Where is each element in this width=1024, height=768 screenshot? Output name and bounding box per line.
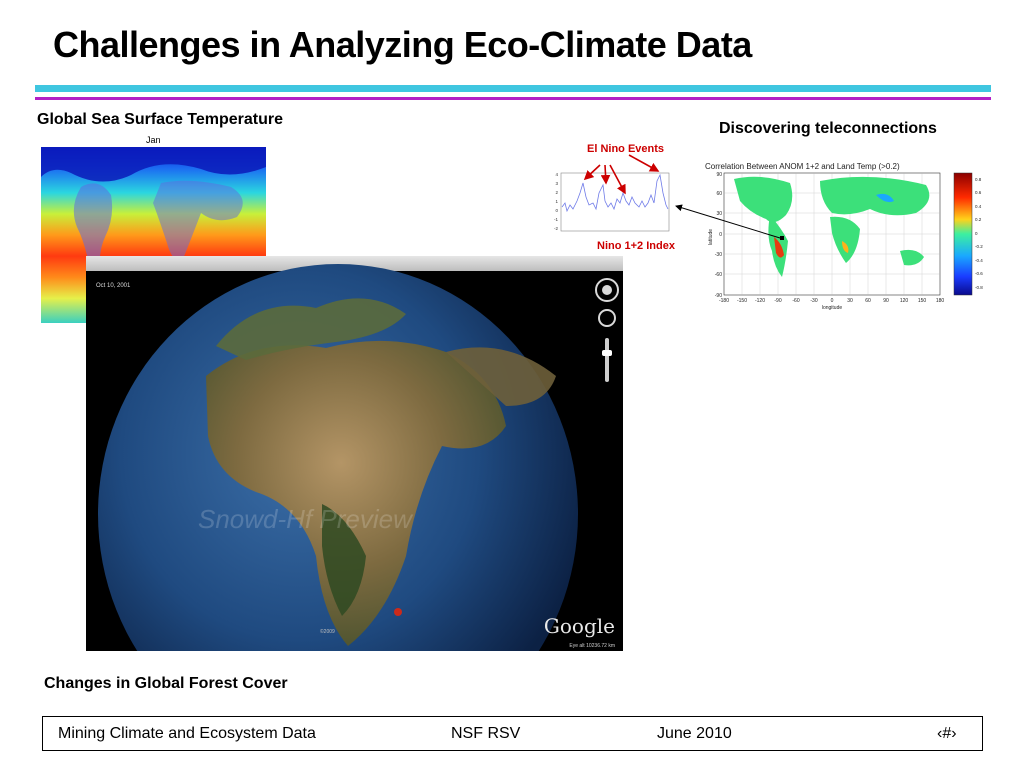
colorbar-tick: -0.8 — [975, 285, 983, 290]
earth-copyright: ©2009 — [320, 629, 335, 635]
nino-ytick: 0 — [555, 208, 558, 213]
colorbar-tick: -0.2 — [975, 244, 983, 249]
sst-month-label: Jan — [146, 135, 161, 145]
corr-ylabel: latitude — [708, 229, 714, 245]
corr-xtick: -60 — [792, 298, 799, 304]
footer-title: Mining Climate and Ecosystem Data — [58, 725, 316, 742]
footer-page-number: ‹#› — [937, 725, 957, 742]
corr-ytick: 60 — [716, 191, 722, 197]
earth-watermark: Snowd-Hf Preview — [198, 504, 412, 534]
nino-plot-title: El Nino Events — [587, 143, 665, 155]
teleconnection-arrow — [675, 204, 781, 239]
corr-ytick: 90 — [716, 172, 722, 178]
nino-ytick: -1 — [554, 217, 558, 222]
colorbar-tick: 0.6 — [975, 190, 982, 195]
earth-date: Oct 10, 2001 — [96, 283, 131, 289]
corr-ytick: -90 — [715, 293, 722, 299]
corr-ytick: -60 — [715, 272, 722, 278]
corr-xtick: 0 — [831, 298, 834, 304]
footer-org: NSF RSV — [451, 725, 521, 742]
corr-xtick: -120 — [755, 298, 765, 304]
corr-xlabel: longitude — [822, 305, 843, 311]
earth-toolbar — [86, 256, 623, 271]
colorbar-tick: 0.2 — [975, 217, 982, 222]
corr-xtick: 150 — [918, 298, 927, 304]
google-logo: Google — [543, 614, 615, 638]
nino-ytick: 2 — [555, 190, 558, 195]
corr-ytick: 0 — [719, 232, 722, 238]
sst-label: Global Sea Surface Temperature — [37, 111, 284, 128]
slide-title: Challenges in Analyzing Eco-Climate Data — [53, 24, 752, 65]
corr-xtick: 60 — [865, 298, 871, 304]
nino-ytick: -2 — [554, 226, 558, 231]
forest-cover-label: Changes in Global Forest Cover — [44, 675, 288, 692]
corr-ytick: 30 — [716, 211, 722, 217]
corr-xtick: 30 — [847, 298, 853, 304]
nino-ytick: 4 — [555, 172, 558, 177]
nino-ytick: 3 — [555, 181, 558, 186]
title-rule-cyan — [35, 85, 991, 92]
colorbar-tick: 0.4 — [975, 204, 982, 209]
corr-xtick: -150 — [737, 298, 747, 304]
earth-view-image: Oct 10, 2001 Snowd-Hf Preview ©2009 Goog… — [86, 256, 623, 651]
colorbar-tick: 0 — [975, 231, 978, 236]
teleconnections-label: Discovering teleconnections — [719, 120, 937, 137]
nino-index-label: Nino 1+2 Index — [597, 240, 675, 252]
corr-xtick: 120 — [900, 298, 909, 304]
footer-date: June 2010 — [657, 725, 732, 742]
slide-footer: Mining Climate and Ecosystem Data NSF RS… — [42, 716, 983, 751]
corr-ytick: -30 — [715, 252, 722, 258]
title-rule-magenta — [35, 97, 991, 100]
correlation-map: Correlation Between ANOM 1+2 and Land Te… — [705, 162, 983, 311]
colorbar-tick: -0.6 — [975, 271, 983, 276]
corr-xtick: -30 — [810, 298, 817, 304]
corr-xtick: -90 — [774, 298, 781, 304]
corr-xtick: -180 — [719, 298, 729, 304]
colorbar-tick: -0.4 — [975, 258, 983, 263]
colorbar-tick: 0.8 — [975, 177, 982, 182]
earth-status-text: Eye alt 10236.72 km — [569, 643, 615, 649]
nino-ytick: 1 — [555, 199, 558, 204]
corr-title: Correlation Between ANOM 1+2 and Land Te… — [705, 162, 900, 171]
nino-index-plot: 4 3 2 1 0 -1 -2 — [554, 154, 670, 232]
corr-xtick: 180 — [936, 298, 945, 304]
corr-xtick: 90 — [883, 298, 889, 304]
